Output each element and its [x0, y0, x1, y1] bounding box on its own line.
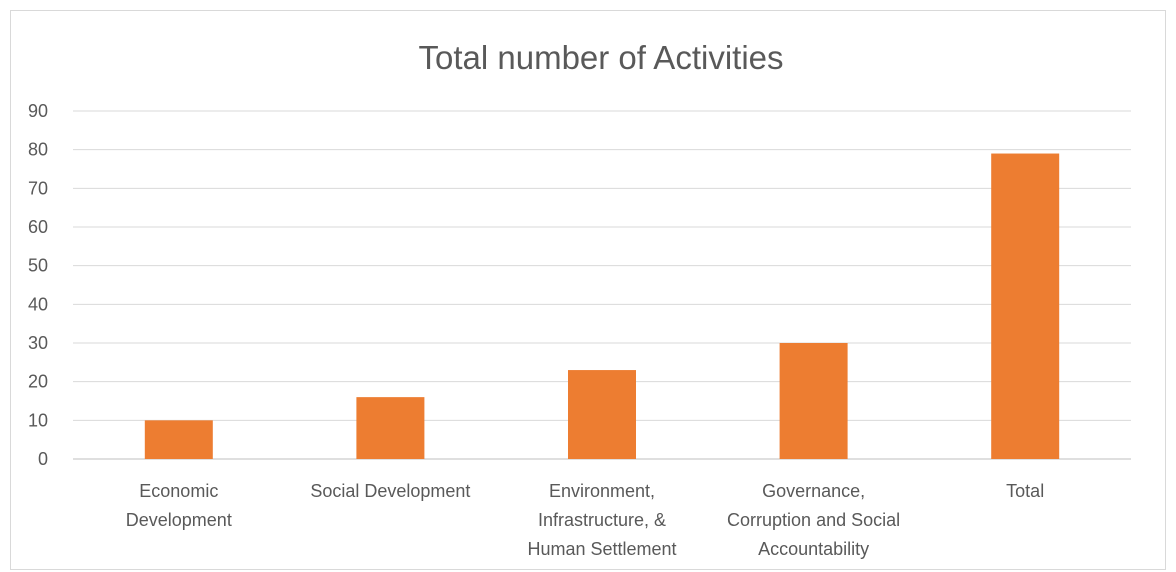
y-tick-label: 10 [28, 410, 48, 430]
bar [144, 420, 213, 459]
y-axis-tick-labels: 0 10 20 30 40 50 60 70 80 90 [28, 101, 48, 469]
bar [568, 370, 636, 459]
chart-frame [10, 10, 1166, 570]
bar [356, 397, 425, 459]
y-tick-label: 20 [28, 372, 48, 392]
chart-title: Total number of Activities [419, 39, 784, 76]
y-tick-label: 0 [38, 449, 48, 469]
y-tick-label: 70 [28, 178, 48, 198]
x-category-label: Economic Development [126, 481, 232, 530]
y-tick-label: 60 [28, 217, 48, 237]
bar [779, 343, 848, 459]
y-tick-label: 40 [28, 294, 48, 314]
x-category-label: Environment, Infrastructure, & Human Settl… [527, 481, 676, 559]
bar [991, 153, 1060, 460]
bars [144, 153, 1060, 460]
gridlines [73, 110, 1131, 460]
y-tick-label: 80 [28, 140, 48, 160]
x-category-label: Social Development [310, 481, 470, 501]
x-axis-category-labels: Economic Development Social Development Env… [126, 481, 1044, 559]
x-category-label: Governance, Corruption and Social Accounta… [727, 481, 900, 559]
y-tick-label: 50 [28, 256, 48, 276]
x-category-label: Total [1006, 481, 1044, 501]
y-tick-label: 90 [28, 101, 48, 121]
y-tick-label: 30 [28, 333, 48, 353]
